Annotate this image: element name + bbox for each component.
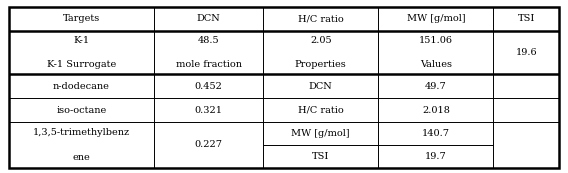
Text: 0.452: 0.452 — [195, 82, 223, 91]
Text: ene: ene — [73, 153, 90, 162]
Text: 2.05: 2.05 — [310, 36, 332, 45]
Text: n-dodecane: n-dodecane — [53, 82, 110, 91]
Text: MW [g/mol]: MW [g/mol] — [407, 14, 465, 23]
Text: Values: Values — [420, 60, 452, 69]
Text: 2.018: 2.018 — [422, 106, 450, 115]
Text: 0.227: 0.227 — [195, 140, 223, 149]
Text: TSI: TSI — [518, 14, 535, 23]
Text: 19.6: 19.6 — [516, 48, 537, 57]
Text: 49.7: 49.7 — [425, 82, 446, 91]
Text: K-1 Surrogate: K-1 Surrogate — [47, 60, 116, 69]
Text: mole fraction: mole fraction — [176, 60, 242, 69]
Text: 0.321: 0.321 — [195, 106, 223, 115]
Text: TSI: TSI — [312, 152, 329, 161]
Text: H/C ratio: H/C ratio — [298, 106, 344, 115]
Text: DCN: DCN — [309, 82, 333, 91]
Text: 19.7: 19.7 — [425, 152, 446, 161]
Text: Targets: Targets — [62, 14, 100, 23]
Text: MW [g/mol]: MW [g/mol] — [291, 129, 350, 138]
Text: 140.7: 140.7 — [422, 129, 450, 138]
Text: Properties: Properties — [295, 60, 346, 69]
Text: 151.06: 151.06 — [419, 36, 453, 45]
Text: iso-octane: iso-octane — [56, 106, 106, 115]
Text: H/C ratio: H/C ratio — [298, 14, 344, 23]
Text: DCN: DCN — [197, 14, 220, 23]
Text: 48.5: 48.5 — [198, 36, 219, 45]
Text: K-1: K-1 — [73, 36, 89, 45]
Text: 1,3,5-trimethylbenz: 1,3,5-trimethylbenz — [33, 128, 130, 137]
